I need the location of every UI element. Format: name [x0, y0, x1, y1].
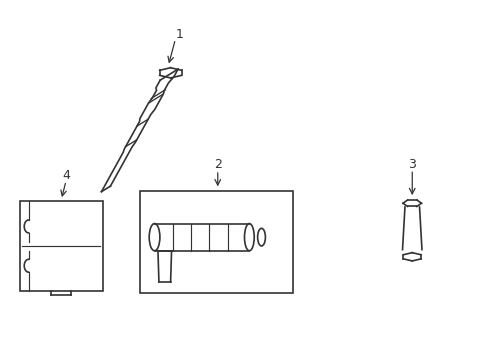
Text: 3: 3 — [407, 158, 415, 171]
Text: 2: 2 — [213, 158, 221, 171]
Bar — [140, 191, 292, 293]
Bar — [20, 202, 102, 291]
Text: 4: 4 — [62, 169, 70, 182]
Text: 1: 1 — [175, 28, 183, 41]
